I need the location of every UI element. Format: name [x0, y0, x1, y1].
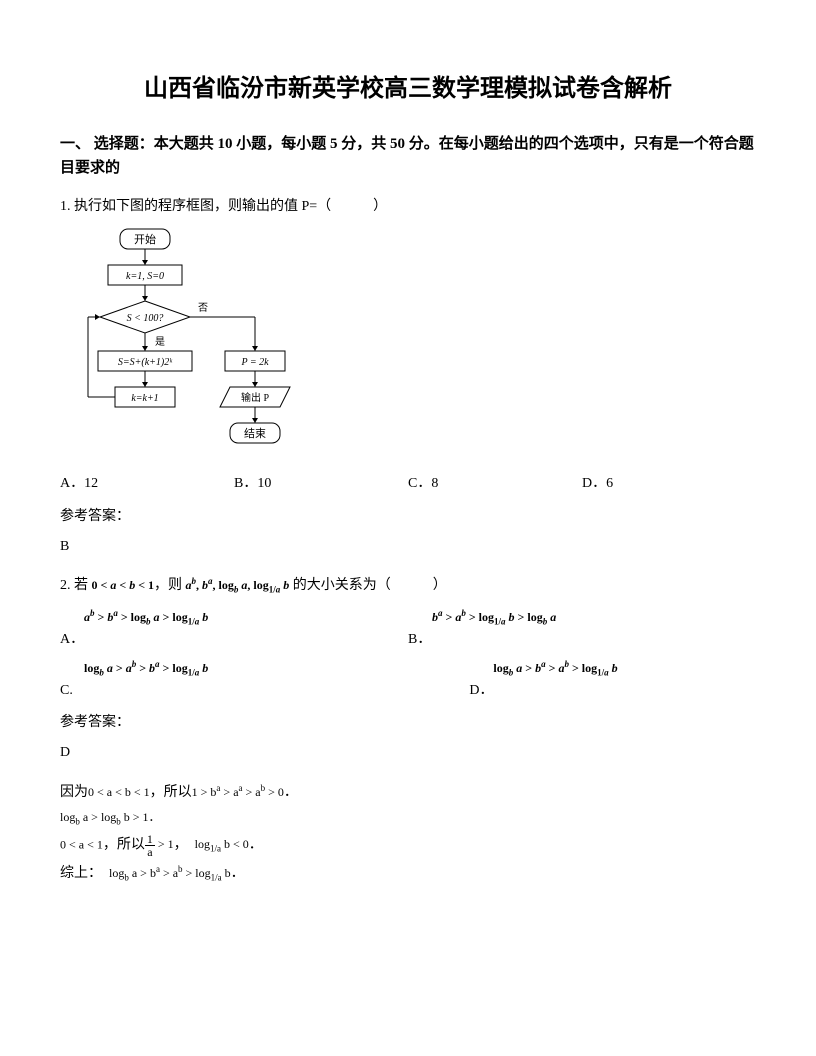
q1-option-d: D．6 — [582, 473, 756, 495]
q2-c-expr: logb a > ab > ba > log1/a b — [84, 657, 469, 680]
q2-text: 2. 若 0 < a < b < 1，则 ab, ba, logb a, log… — [60, 574, 756, 597]
q2-exp-l3-comma: ， — [174, 837, 181, 852]
q1-option-a: A．12 — [60, 473, 234, 495]
q2-option-b: ba > ab > log1/a b > logb a B． — [408, 606, 756, 651]
question-2: 2. 若 0 < a < b < 1，则 ab, ba, logb a, log… — [60, 574, 756, 885]
q2-mid: ，则 — [154, 578, 182, 593]
flowchart-svg: 开始 k=1, S=0 S < 100? 是 S=S+(k+1)2ᵏ k=k+1 — [80, 227, 320, 457]
svg-text:k=k+1: k=k+1 — [131, 393, 158, 404]
q2-exp-l3-mid: ，所以 — [103, 837, 145, 852]
q2-exp-l3-m2: log1/a b < 0 — [195, 837, 249, 851]
q2-exp-l1-prefix: 因为 — [60, 785, 88, 800]
svg-text:S < 100?: S < 100? — [127, 313, 164, 324]
q2-exp-line2: logb a > logb b > 1． — [60, 808, 756, 829]
q2-exp-line3: 0 < a < 1，所以1a > 1， log1/a b < 0． — [60, 833, 756, 858]
q2-exp-line1: 因为0 < a < b < 1，所以1 > ba > aa > ab > 0． — [60, 781, 756, 804]
svg-text:否: 否 — [198, 302, 208, 314]
q2-exp-l1-m1: 0 < a < b < 1 — [88, 785, 150, 799]
q2-option-d: logb a > ba > ab > log1/a b D． — [469, 657, 756, 702]
q2-b-expr: ba > ab > log1/a b > logb a — [432, 606, 756, 629]
q2-option-a: ab > ba > logb a > log1/a b A． — [60, 606, 408, 651]
q2-suffix: 的大小关系为（ ） — [293, 578, 447, 593]
flowchart: 开始 k=1, S=0 S < 100? 是 S=S+(k+1)2ᵏ k=k+1 — [80, 227, 756, 465]
q1-text: 1. 执行如下图的程序框图，则输出的值 P=（ ） — [60, 196, 756, 218]
q2-exp-l1-mid: ，所以 — [150, 785, 192, 800]
svg-text:是: 是 — [155, 336, 165, 348]
q2-d-label: D． — [469, 683, 493, 698]
page-title: 山西省临汾市新英学校高三数学理模拟试卷含解析 — [60, 70, 756, 108]
q1-options: A．12 B．10 C．8 D．6 — [60, 473, 756, 495]
q2-exp-line4: 综上： logb a > ba > ab > log1/a b． — [60, 862, 756, 885]
q2-answer-label: 参考答案： — [60, 712, 756, 734]
q1-option-b: B．10 — [234, 473, 408, 495]
q2-cond: 0 < a < b < 1 — [92, 578, 155, 592]
q2-a-label: A． — [60, 632, 84, 647]
q2-exp-l4-m: logb a > ba > ab > log1/a b — [109, 866, 231, 880]
svg-text:k=1, S=0: k=1, S=0 — [126, 271, 164, 282]
q2-a-expr: ab > ba > logb a > log1/a b — [84, 606, 408, 629]
q2-options-row1: ab > ba > logb a > log1/a b A． ba > ab >… — [60, 606, 756, 651]
q2-prefix: 2. 若 — [60, 578, 88, 593]
svg-text:结束: 结束 — [244, 427, 266, 440]
q2-option-c: logb a > ab > ba > log1/a b C. — [60, 657, 469, 702]
q2-exp-l1-m2: 1 > ba > aa > ab > 0 — [192, 785, 284, 799]
q2-answer: D — [60, 742, 756, 764]
q2-exp-l4-prefix: 综上： — [60, 866, 95, 881]
svg-text:输出 P: 输出 P — [241, 391, 269, 404]
q2-d-expr: logb a > ba > ab > log1/a b — [493, 657, 756, 680]
svg-text:开始: 开始 — [134, 232, 156, 246]
question-1: 1. 执行如下图的程序框图，则输出的值 P=（ ） 开始 k=1, S=0 S … — [60, 196, 756, 558]
svg-text:S=S+(k+1)2ᵏ: S=S+(k+1)2ᵏ — [118, 357, 173, 368]
q2-options-row2: logb a > ab > ba > log1/a b C. logb a > … — [60, 657, 756, 702]
svg-text:P = 2k: P = 2k — [240, 357, 269, 368]
section-header: 一、 选择题：本大题共 10 小题，每小题 5 分，共 50 分。在每小题给出的… — [60, 132, 756, 180]
q2-b-label: B． — [408, 632, 431, 647]
q1-answer-label: 参考答案： — [60, 506, 756, 528]
q1-option-c: C．8 — [408, 473, 582, 495]
q2-exp-l3-p: 0 < a < 1 — [60, 837, 103, 851]
q2-exp-l3-m1: 1a > 1 — [145, 837, 174, 851]
q1-answer: B — [60, 536, 756, 558]
q2-expr: ab, ba, logb a, log1/a b — [186, 578, 290, 592]
q2-c-label: C. — [60, 683, 73, 698]
